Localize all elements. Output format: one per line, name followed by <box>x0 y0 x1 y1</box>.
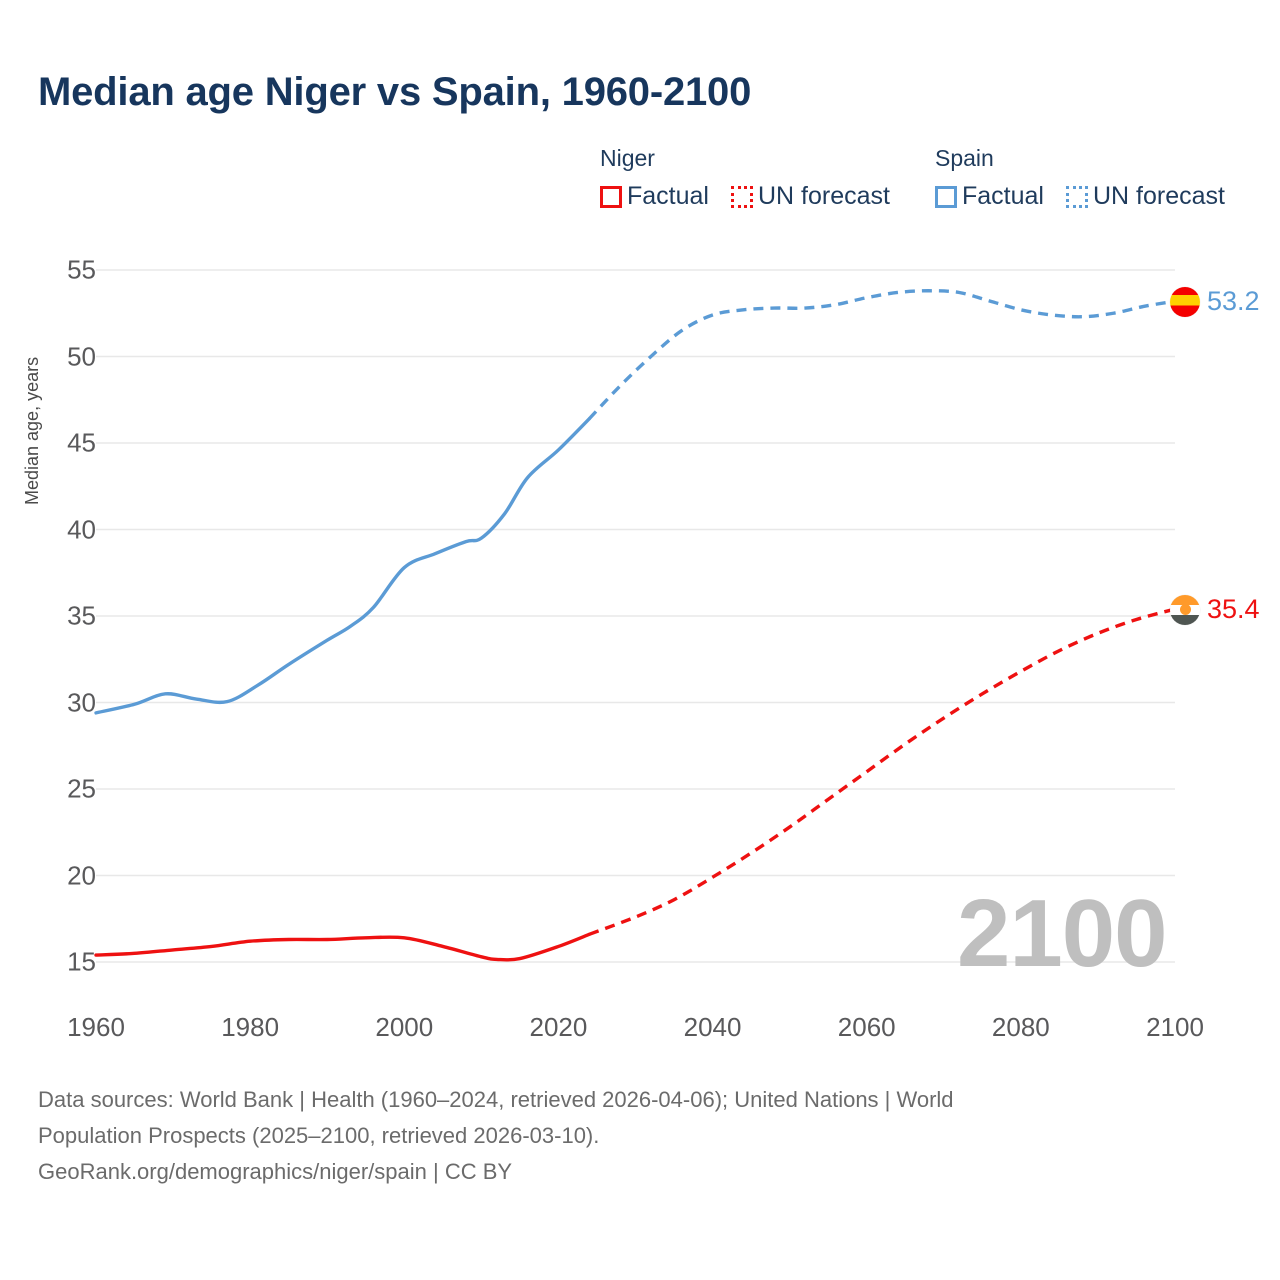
x-tick-label: 1960 <box>67 1012 125 1042</box>
legend-country-niger: Niger <box>600 145 655 171</box>
series-line-factual-niger <box>94 932 591 962</box>
legend-label-spain-forecast: UN forecast <box>1092 182 1225 210</box>
legend-item-spain-forecast[interactable]: UN forecast <box>1065 182 1225 211</box>
legend-label-niger-forecast: UN forecast <box>757 182 890 210</box>
y-tick-label: 40 <box>67 514 96 544</box>
year-watermark: 2100 <box>957 880 1168 987</box>
series-line-forecast-spain <box>588 289 1176 420</box>
y-tick-label: 25 <box>67 773 96 804</box>
y-tick-label: 20 <box>67 860 96 890</box>
series-line-factual-spain <box>94 417 591 715</box>
y-tick-label: 45 <box>67 427 96 458</box>
legend-swatch-solid-icon <box>935 185 957 208</box>
chart-canvas <box>94 269 1176 963</box>
y-tick-label: 15 <box>67 946 96 977</box>
footer-line-2: Population Prospects (2025–2100, retriev… <box>38 1123 600 1148</box>
spain-flag-icon <box>1170 286 1200 317</box>
niger-flag-icon <box>1170 594 1200 625</box>
end-label-spain: 53.2 <box>1170 286 1260 317</box>
x-tick-label: 2040 <box>683 1012 742 1042</box>
legend-swatch-dotted-icon <box>730 185 753 208</box>
x-tick-label: 1980 <box>221 1012 280 1042</box>
page-title: Median age Niger vs Spain, 1960-2100 <box>38 70 752 114</box>
legend-group-niger: Niger Factual UN forecast <box>600 144 890 211</box>
end-label-niger: 35.4 <box>1170 594 1260 625</box>
x-tick-label: 2000 <box>375 1012 434 1042</box>
x-tick-label: 2080 <box>991 1012 1050 1042</box>
legend-swatch-dotted-icon <box>1065 185 1088 208</box>
x-tick-label: 2100 <box>1146 1012 1204 1042</box>
chart-legend: Niger Factual UN forecast Spain Factual <box>600 144 1260 224</box>
y-axis-ticks: 15 20 25 30 35 40 45 50 55 <box>0 0 96 1000</box>
legend-label-niger-factual: Factual <box>627 182 709 210</box>
footer-sources: Data sources: World Bank | Health (1960–… <box>38 1082 1198 1190</box>
end-value-spain: 53.2 <box>1207 286 1260 317</box>
plot-area: Median age, years 15 20 25 30 35 40 45 50 55 196… <box>0 0 1260 1043</box>
legend-label-spain-factual: Factual <box>962 182 1044 210</box>
legend-group-spain: Spain Factual UN forecast <box>935 144 1225 211</box>
y-tick-label: 55 <box>67 254 96 285</box>
footer-line-3[interactable]: GeoRank.org/demographics/niger/spain | C… <box>38 1159 513 1184</box>
series-line-forecast-niger <box>588 607 1176 936</box>
footer-line-1: Data sources: World Bank | Health (1960–… <box>38 1087 954 1112</box>
y-tick-label: 50 <box>67 341 96 371</box>
legend-country-spain: Spain <box>935 145 994 171</box>
y-tick-label: 30 <box>67 687 96 717</box>
end-value-niger: 35.4 <box>1207 594 1260 625</box>
legend-item-niger-forecast[interactable]: UN forecast <box>730 182 890 211</box>
x-tick-label: 2060 <box>837 1012 896 1042</box>
legend-swatch-solid-icon <box>600 185 622 208</box>
x-tick-label: 2020 <box>529 1012 588 1042</box>
y-tick-label: 35 <box>67 600 96 631</box>
legend-item-niger-factual[interactable]: Factual <box>600 182 709 211</box>
legend-item-spain-factual[interactable]: Factual <box>935 182 1044 211</box>
